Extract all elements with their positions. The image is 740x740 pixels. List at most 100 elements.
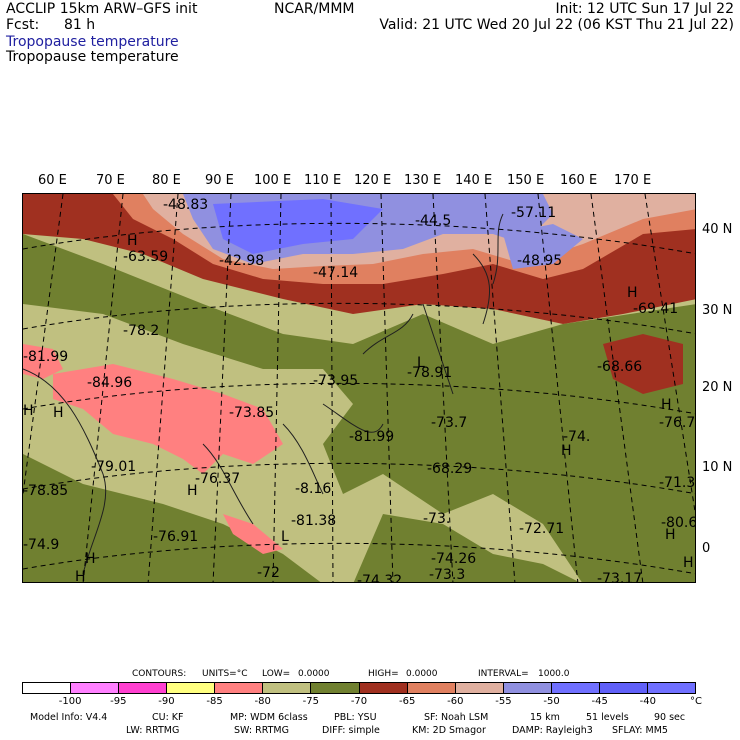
value-annotation: -74.32: [357, 573, 403, 583]
valid-time: Valid: 21 UTC Wed 20 Jul 22 (06 KST Thu …: [379, 17, 734, 33]
mp-scheme: MP: WDM 6class: [230, 712, 308, 723]
value-annotation: -48.83: [163, 197, 209, 213]
graticule: [23, 194, 695, 582]
lon-label: 60 E: [38, 173, 67, 188]
organization: NCAR/MMM: [274, 1, 355, 17]
lon-label: 110 E: [304, 173, 342, 188]
high-marker: H: [127, 233, 138, 249]
diff-scheme: DIFF: simple: [322, 725, 380, 736]
forecast-hour: 81 h: [64, 17, 96, 33]
colorbar-label: -75: [302, 696, 320, 707]
model-title: ACCLIP 15km ARW–GFS init: [6, 1, 198, 17]
value-annotation: -73.17: [597, 571, 643, 583]
interval-label: INTERVAL=: [478, 669, 529, 679]
value-annotation: -47.14: [313, 265, 359, 281]
low-label: LOW=: [262, 669, 291, 679]
value-annotation: -74.9: [23, 537, 60, 553]
value-annotation: -81.99: [349, 429, 395, 445]
colorbar-swatch: [311, 683, 360, 693]
value-annotation: -78.91: [407, 365, 453, 381]
timestep: 90 sec: [654, 712, 686, 723]
cold-patch-india: [53, 364, 283, 474]
sflay-scheme: SFLAY: MM5: [612, 725, 668, 736]
lon-label: 120 E: [354, 173, 392, 188]
field-name-contour: Tropopause temperature: [6, 49, 179, 65]
value-annotation: -80.62: [661, 515, 695, 531]
lat-label: 10 N: [702, 460, 733, 475]
value-annotation: -81.99: [23, 349, 69, 365]
contours-label: CONTOURS:: [132, 669, 187, 679]
value-annotation: -73.95: [313, 373, 359, 389]
colorbar: [22, 682, 696, 694]
colorbar-label: -55: [495, 696, 512, 707]
colorbar-swatch: [551, 683, 600, 693]
value-annotation: -72: [257, 565, 280, 581]
lw-scheme: LW: RRTMG: [126, 725, 180, 736]
colorbar-label: -80: [254, 696, 271, 707]
high-marker: H: [75, 569, 86, 583]
value-annotation: -78.85: [23, 483, 69, 499]
value-annotation: -78.2: [123, 323, 160, 339]
colorbar-swatch: [648, 683, 696, 693]
value-annotation: -74.: [563, 429, 591, 445]
lon-label: 130 E: [404, 173, 442, 188]
colorbar-swatch: [167, 683, 216, 693]
high-marker: H: [187, 483, 198, 499]
colorbar-label: -60: [447, 696, 464, 707]
lon-label: 150 E: [507, 173, 545, 188]
interval-value: 1000.0: [538, 669, 570, 679]
high-marker: H: [627, 285, 638, 301]
value-annotation: -76.37: [195, 471, 241, 487]
value-annotation: -68.66: [597, 359, 643, 375]
high-marker: H: [53, 405, 64, 421]
value-annotation: -44.5: [415, 213, 452, 229]
coastlines: [23, 213, 504, 575]
colorbar-swatch: [359, 683, 408, 693]
value-annotation: -73.: [423, 511, 451, 527]
map-panel: -48.83 -44.5 -57.11 H -63.59 -42.98 -47.14 -48.…: [22, 193, 696, 583]
colorbar-label: -70: [350, 696, 368, 707]
warm-patch-pacific: [603, 334, 683, 394]
colorbar-swatch: [23, 683, 72, 693]
pbl-scheme: PBL: YSU: [334, 712, 377, 723]
field-name-shaded: Tropopause temperature: [6, 34, 179, 50]
init-time: Init: 12 UTC Sun 17 Jul 22: [555, 1, 734, 17]
lon-label: 70 E: [96, 173, 125, 188]
colorbar-swatch: [407, 683, 456, 693]
lon-label: 90 E: [205, 173, 234, 188]
colorbar-swatch: [119, 683, 168, 693]
cold-patch-west: [23, 344, 63, 379]
lon-label: 80 E: [152, 173, 181, 188]
colorbar-label: -100: [58, 696, 82, 707]
value-annotation: -69.41: [633, 301, 679, 317]
low-marker: L: [281, 529, 289, 545]
forecast-label: Fcst:: [6, 17, 40, 33]
high-marker: H: [665, 527, 676, 543]
model-info: Model Info: V4.4: [30, 712, 108, 723]
low-value: 0.0000: [298, 669, 330, 679]
colorbar-swatch: [503, 683, 552, 693]
cu-scheme: CU: KF: [152, 712, 184, 723]
olive-band: [23, 234, 695, 582]
lon-label: 160 E: [560, 173, 598, 188]
value-annotation: -42.98: [219, 253, 265, 269]
cold-patch-south: [223, 514, 283, 554]
value-annotation: -79.01: [91, 459, 137, 475]
high-marker: H: [85, 551, 96, 567]
lat-label: 0: [702, 541, 711, 556]
colorbar-label: -65: [398, 696, 416, 707]
lon-label: 140 E: [455, 173, 493, 188]
lon-label: 170 E: [614, 173, 652, 188]
value-annotation: -8.16: [295, 481, 332, 497]
olive-patch-southwest: [23, 454, 321, 582]
levels: 51 levels: [586, 712, 629, 723]
colorbar-swatch: [71, 683, 120, 693]
km-scheme: KM: 2D Smagor: [412, 725, 486, 736]
blue-core: [213, 199, 383, 254]
olive-patch-south: [353, 514, 579, 582]
map-graphic: [23, 194, 695, 582]
low-marker: L: [417, 355, 425, 371]
value-annotation: -73.3: [429, 567, 466, 583]
colorbar-label: °C: [690, 696, 702, 707]
value-annotation: -76.76: [659, 415, 696, 431]
